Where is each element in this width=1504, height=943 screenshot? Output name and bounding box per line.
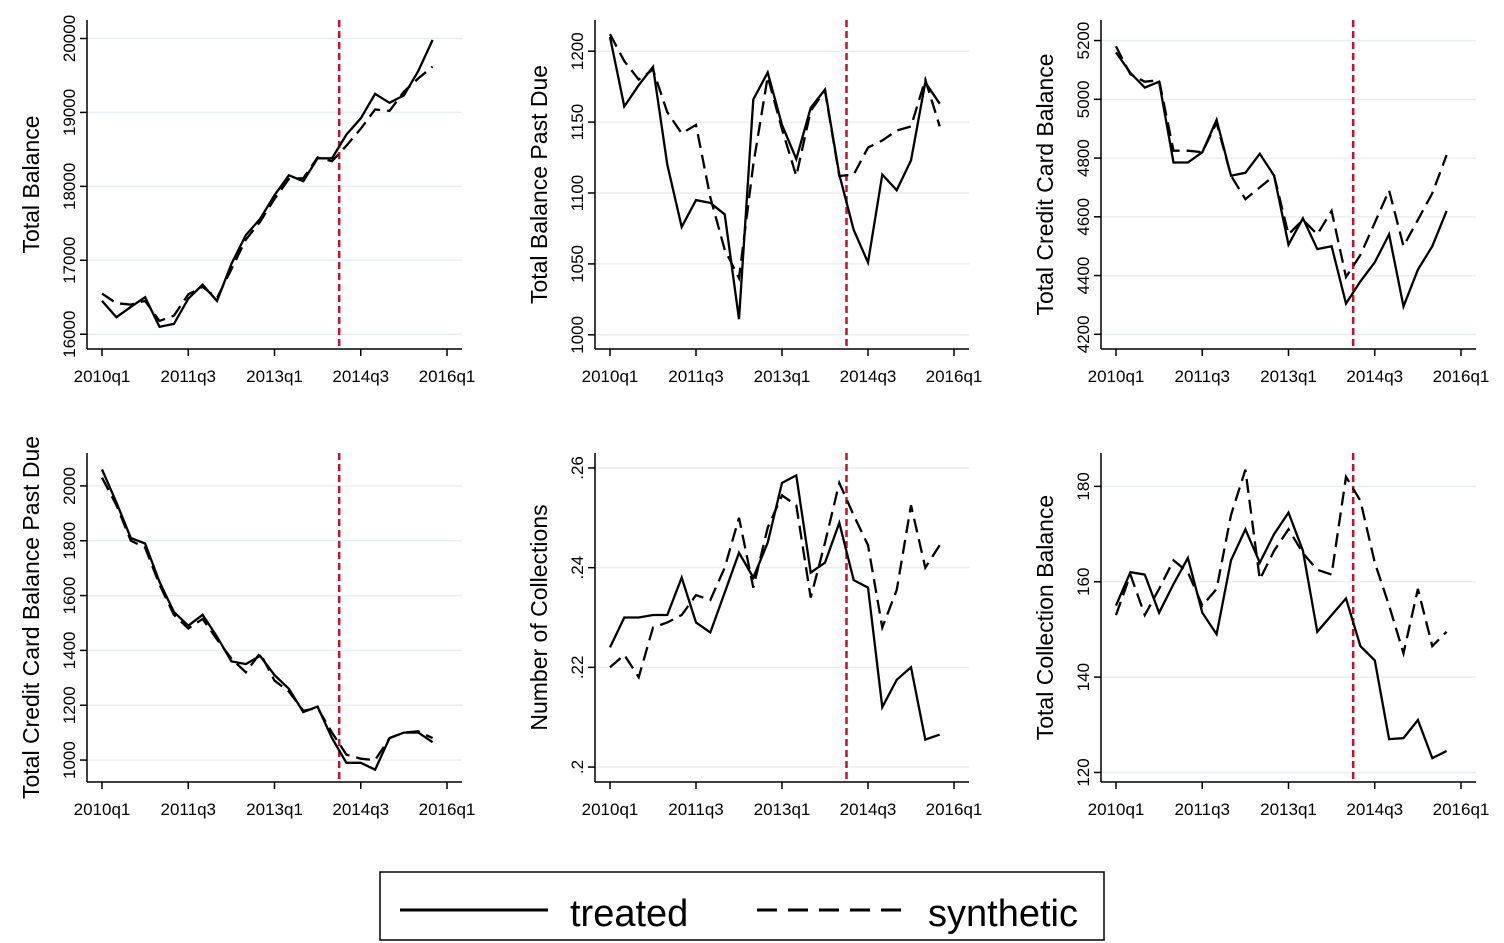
plot-area: [87, 453, 462, 782]
y-tick-label: 5000: [1074, 80, 1093, 118]
y-tick-label: .24: [568, 556, 587, 580]
x-tick-label: 2014q3: [332, 367, 389, 386]
x-tick-label: 2014q3: [840, 367, 897, 386]
x-tick-label: 2010q1: [1088, 800, 1145, 819]
y-tick-label: 160: [1074, 568, 1093, 596]
y-tick-label: .2: [568, 760, 587, 774]
panel-3: 4200 4400 4600 4800 5000 5200 2010q1 2011q3 2013…: [1032, 20, 1489, 386]
y-tick-label: 4600: [1074, 198, 1093, 236]
panel-1: 16000 17000 18000 19000 20000 2010q1 2011q3 201…: [18, 15, 475, 386]
x-tick-label: 2016q1: [926, 800, 983, 819]
y-axis-title: Number of Collections: [526, 504, 552, 730]
x-tick-label: 2014q3: [840, 800, 897, 819]
panel-5: .2 .22 .24 .26 2010q1 2011q3 2013q1 2014q3 2016q…: [526, 453, 982, 819]
series-line-synthetic: [100, 477, 434, 762]
y-axis-title: Total Balance Past Due: [526, 65, 552, 304]
y-tick-label: 1000: [568, 316, 587, 354]
series-line-synthetic: [1114, 45, 1448, 280]
y-tick-label: 1100: [568, 175, 587, 212]
y-tick-label: 1800: [60, 522, 79, 560]
y-tick-label: .26: [568, 456, 587, 480]
y-tick-label: 1150: [568, 104, 587, 141]
y-axis-title: Total Credit Card Balance: [1032, 53, 1058, 315]
y-tick-label: 1000: [60, 741, 79, 779]
legend-treated-label: treated: [570, 893, 688, 935]
series-line-synthetic: [609, 479, 941, 681]
legend-box: [379, 871, 1105, 941]
y-tick-label: 180: [1074, 472, 1093, 500]
y-tick-label: 1050: [568, 245, 587, 283]
y-tick-label: 140: [1074, 663, 1093, 691]
y-axis-title: Total Credit Card Balance Past Due: [18, 436, 44, 799]
plot-area: [1101, 20, 1476, 349]
y-tick-label: 19000: [60, 89, 79, 136]
y-tick-label: 5200: [1074, 22, 1093, 60]
x-tick-label: 2016q1: [1433, 367, 1490, 386]
x-tick-label: 2011q3: [1175, 800, 1230, 819]
y-axis-title: Total Balance: [18, 115, 44, 253]
y-tick-label: 2000: [60, 467, 79, 505]
x-tick-label: 2014q3: [332, 800, 389, 819]
y-tick-label: 17000: [60, 237, 79, 284]
series-line-synthetic: [1114, 469, 1448, 658]
plot-area: [1101, 453, 1476, 782]
y-tick-label: 1200: [60, 686, 79, 724]
y-tick-label: 120: [1074, 758, 1093, 786]
series-line-treated: [608, 36, 941, 320]
x-tick-label: 2011q3: [668, 800, 723, 819]
x-tick-label: 2013q1: [1260, 800, 1317, 819]
plot-area: [595, 20, 969, 349]
x-tick-label: 2010q1: [74, 800, 131, 819]
legend-synthetic-label: synthetic: [928, 893, 1078, 935]
x-tick-label: 2013q1: [754, 367, 811, 386]
series-line-synthetic: [101, 65, 434, 323]
plot-area: [87, 20, 462, 349]
y-tick-label: 4200: [1074, 315, 1093, 353]
x-tick-label: 2014q3: [1346, 800, 1403, 819]
x-tick-label: 2016q1: [1433, 800, 1490, 819]
legend: treated synthetic: [379, 871, 1105, 941]
panel-2: 1000 1050 1100 1150 1200 2010q1 2011q3 2013q1 20…: [526, 20, 982, 386]
y-tick-label: 20000: [60, 15, 79, 62]
x-tick-label: 2013q1: [246, 367, 303, 386]
x-tick-label: 2010q1: [1088, 367, 1145, 386]
x-tick-label: 2010q1: [582, 367, 639, 386]
x-tick-label: 2014q3: [1346, 367, 1403, 386]
x-tick-label: 2011q3: [161, 367, 216, 386]
series-line-treated: [101, 39, 434, 329]
x-tick-label: 2011q3: [161, 800, 216, 819]
panel-6: 120 140 160 180 2010q1 2011q3 2013q1 2014q3 2016…: [1032, 453, 1489, 819]
y-axis-title: Total Collection Balance: [1032, 495, 1058, 740]
y-tick-label: 4400: [1074, 257, 1093, 295]
x-tick-label: 2016q1: [926, 367, 983, 386]
x-tick-label: 2010q1: [74, 367, 131, 386]
panels: 16000 17000 18000 19000 20000 2010q1 2011q3 201…: [18, 15, 1489, 819]
y-tick-label: .22: [568, 656, 587, 680]
y-tick-label: 1600: [60, 577, 79, 615]
y-tick-label: 16000: [60, 311, 79, 358]
x-tick-label: 2011q3: [1175, 367, 1230, 386]
x-tick-label: 2013q1: [246, 800, 303, 819]
y-tick-label: 18000: [60, 163, 79, 210]
x-tick-label: 2016q1: [419, 800, 476, 819]
y-tick-label: 1200: [568, 32, 587, 70]
plot-area: [595, 453, 969, 782]
x-tick-label: 2010q1: [582, 800, 639, 819]
y-tick-label: 4800: [1074, 139, 1093, 177]
panel-4: 1000 1200 1400 1600 1800 2000 2010q1 2011q3 2013…: [18, 436, 475, 819]
series-line-treated: [1114, 510, 1448, 760]
x-tick-label: 2011q3: [668, 367, 723, 386]
series-line-synthetic: [608, 33, 941, 282]
x-tick-label: 2013q1: [1260, 367, 1317, 386]
y-tick-label: 1400: [60, 631, 79, 669]
x-tick-label: 2016q1: [419, 367, 476, 386]
x-tick-label: 2013q1: [754, 800, 811, 819]
series-line-treated: [1115, 51, 1448, 311]
